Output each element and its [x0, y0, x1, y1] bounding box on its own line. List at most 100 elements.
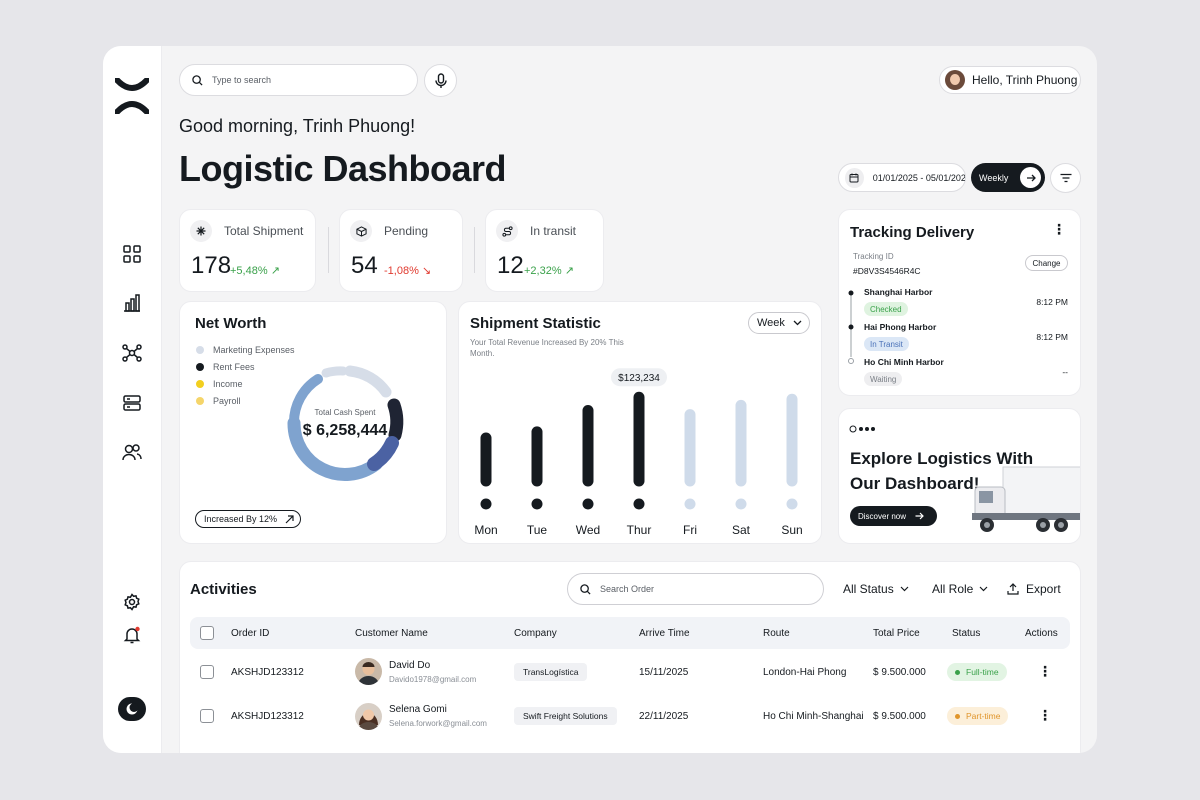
server-icon[interactable] [121, 392, 143, 414]
search-bar[interactable] [179, 64, 418, 96]
microphone-button[interactable] [424, 64, 457, 97]
weekly-button-label: Weekly [979, 172, 1009, 183]
order-search-bar[interactable] [567, 573, 824, 605]
truck-image [972, 466, 1080, 532]
stat-card-in-transit: In transit 12 +2,32% ↗ [485, 209, 604, 292]
stat-value: 12 [497, 252, 524, 279]
route-icon [496, 220, 518, 242]
order-id: AKSHJD123312 [231, 711, 304, 722]
users-icon[interactable] [121, 441, 143, 463]
column-header[interactable]: Order ID [231, 628, 270, 639]
grid-icon[interactable] [121, 243, 143, 265]
timeline-time: 8:12 PM [1036, 297, 1068, 307]
timeline-port: Ho Chi Minh Harbor [864, 357, 944, 367]
arrow-down-right-icon: ↘ [421, 265, 432, 277]
chevron-down-icon [979, 586, 988, 592]
company-tag: Swift Freight Solutions [514, 707, 617, 725]
total-price: $ 9.500.000 [873, 667, 926, 678]
date-range-text: 01/01/2025 - 05/01/2025 [872, 172, 965, 183]
stat-card-total-shipment: Total Shipment 178 +5,48% ↗ [179, 209, 316, 292]
box-icon [350, 220, 372, 242]
column-header[interactable]: Arrive Time [639, 628, 690, 639]
card-title: Net Worth [195, 315, 267, 332]
stat-change: +2,32% ↗ [524, 265, 574, 277]
app-window: Hello, Trinh Phuong Good morning, Trinh … [103, 46, 1097, 753]
more-options-icon[interactable]: ⋮ [1038, 663, 1052, 679]
calendar-icon [845, 167, 864, 188]
user-profile-chip[interactable]: Hello, Trinh Phuong [939, 66, 1081, 94]
network-icon[interactable] [121, 342, 143, 364]
weekly-button[interactable]: Weekly [971, 163, 1045, 192]
date-range-picker[interactable]: 01/01/2025 - 05/01/2025 [838, 163, 966, 192]
export-button[interactable]: Export [1007, 582, 1061, 596]
status-badge: In Transit [864, 337, 909, 351]
donut-chart [287, 365, 404, 481]
column-header[interactable]: Route [763, 628, 790, 639]
card-title: Shipment Statistic [470, 315, 601, 332]
timeline-time: 8:12 PM [1036, 332, 1068, 342]
bar-chart-icon[interactable] [121, 292, 143, 314]
stat-value: 54 [351, 252, 378, 279]
chart-tooltip-label: $123,234 [618, 373, 660, 384]
logo-icon[interactable] [115, 78, 149, 114]
chevron-down-icon [900, 586, 909, 592]
avatar [355, 658, 382, 685]
tracking-delivery-card: Tracking Delivery ⋮ Tracking ID #D8V3S45… [838, 209, 1081, 396]
greeting-text: Good morning, Trinh Phuong! [179, 116, 416, 136]
stat-label: Pending [384, 224, 429, 238]
change-button[interactable]: Change [1025, 255, 1068, 271]
x-tick-label: Sun [781, 523, 802, 537]
dark-mode-toggle[interactable] [118, 697, 146, 721]
customer-email: Davido1978@gmail.com [389, 675, 477, 684]
promo-title: Explore Logistics With Our Dashboard! [850, 449, 1034, 493]
settings-icon[interactable] [121, 591, 143, 613]
divider [474, 227, 475, 273]
role-filter-dropdown[interactable]: All Role [932, 582, 988, 596]
bell-icon[interactable] [121, 624, 143, 646]
column-header[interactable]: Customer Name [355, 628, 428, 639]
period-dropdown[interactable]: Week [748, 312, 810, 334]
stat-change: -1,08% ↘ [384, 265, 432, 277]
customer-name: David Do [389, 660, 431, 671]
filter-button[interactable] [1050, 163, 1081, 193]
company-tag: TransLogística [514, 663, 588, 681]
chart-dot-wed [582, 498, 594, 510]
legend-item: Income [196, 379, 243, 389]
discover-now-button[interactable]: Discover now [850, 506, 937, 526]
moon-icon [126, 703, 139, 715]
avatar [355, 703, 382, 730]
search-input[interactable] [212, 75, 392, 85]
table-header: Order ID Customer Name Company Arrive Ti… [190, 617, 1070, 649]
avatar [945, 70, 965, 90]
select-all-checkbox[interactable] [200, 626, 214, 640]
revenue-note: Your Total Revenue Increased By 20% This… [470, 338, 624, 358]
divider [328, 227, 329, 273]
row-checkbox[interactable] [200, 665, 214, 679]
user-greeting: Hello, Trinh Phuong [972, 73, 1078, 87]
arrow-up-right-icon: ↗ [564, 265, 574, 277]
x-tick-label: Mon [474, 523, 497, 537]
carousel-dots[interactable] [849, 425, 879, 433]
column-header[interactable]: Company [514, 628, 557, 639]
legend-item: Rent Fees [196, 362, 255, 372]
column-header[interactable]: Status [952, 628, 981, 639]
status-badge: Checked [864, 302, 908, 316]
stat-change: +5,48% ↗ [230, 265, 280, 277]
row-checkbox[interactable] [200, 709, 214, 723]
x-tick-label: Fri [683, 523, 697, 537]
more-options-icon[interactable]: ⋮ [1038, 707, 1052, 723]
chevron-down-icon [793, 320, 802, 326]
order-search-input[interactable] [600, 584, 800, 594]
stat-label: In transit [530, 224, 577, 238]
more-options-icon[interactable]: ⋮ [1052, 221, 1066, 237]
x-tick-label: Tue [527, 523, 548, 537]
search-icon [192, 74, 203, 86]
legend-item: Payroll [196, 396, 241, 406]
column-header: Actions [1025, 628, 1058, 639]
increased-by-button[interactable]: Increased By 12% [195, 510, 301, 528]
status-filter-dropdown[interactable]: All Status [843, 582, 909, 596]
column-header[interactable]: Total Price [873, 628, 920, 639]
route: London-Hai Phong [763, 667, 847, 678]
chart-dot-mon [480, 498, 492, 510]
chart-dot-fri [684, 498, 696, 510]
